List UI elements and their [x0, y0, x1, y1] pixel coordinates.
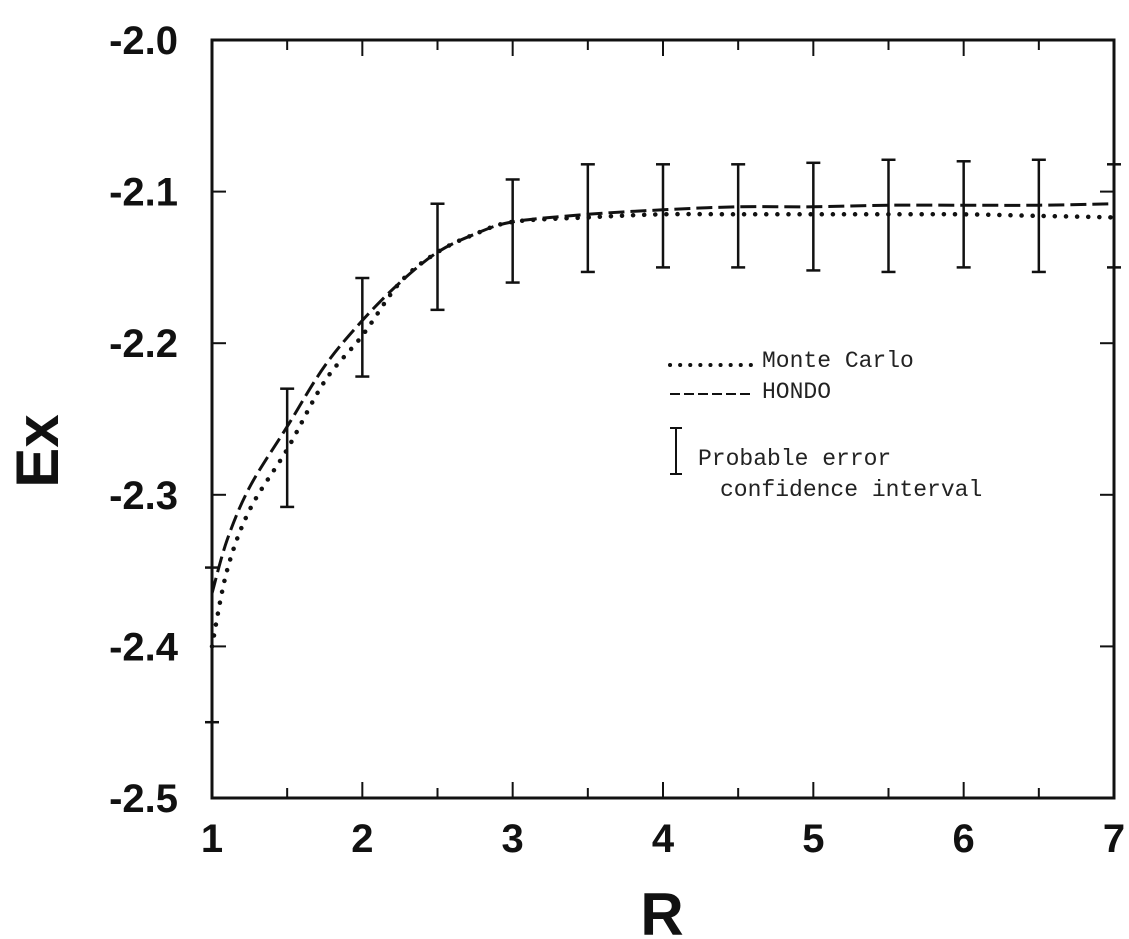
x-tick-label: 4	[652, 817, 675, 861]
y-tick-label: -2.0	[109, 19, 178, 63]
monte-carlo-line	[209, 211, 1117, 649]
x-tick-label: 7	[1103, 817, 1125, 861]
x-tick-label: 5	[802, 817, 824, 861]
error-bar	[1107, 163, 1121, 269]
error-bars	[205, 158, 1121, 724]
series-lines	[209, 202, 1117, 649]
error-bar	[806, 161, 821, 272]
x-tick-label: 2	[351, 817, 373, 861]
legend-error-label-line1: Probable error	[698, 446, 891, 472]
x-tick-label: 6	[953, 817, 975, 861]
error-bar	[956, 160, 971, 269]
x-tick-label: 3	[502, 817, 524, 861]
plot-frame	[210, 38, 1116, 800]
legend: Monte Carlo HONDO Probable error confide…	[668, 348, 982, 503]
error-bar	[280, 387, 295, 509]
x-tick-label: 1	[201, 817, 223, 861]
y-tick-label: -2.1	[109, 171, 178, 215]
error-bar	[1031, 158, 1046, 274]
y-tick-label: -2.4	[109, 625, 179, 669]
hondo-line	[210, 202, 1115, 594]
tick-labels: 1 2 3 4 5 6 7 -2.0 -2.1 -2.2 -2.3 -2.4 -2.5	[109, 19, 1125, 861]
y-tick-label: -2.5	[109, 777, 178, 821]
error-bar	[731, 163, 746, 269]
axes	[210, 38, 1116, 800]
y-tick-label: -2.3	[109, 474, 178, 518]
y-tick-label: -2.2	[109, 322, 178, 366]
x-axis-label: R	[640, 881, 683, 939]
error-bar	[430, 202, 445, 312]
legend-error-label-line2: confidence interval	[720, 477, 982, 503]
error-bar	[505, 178, 520, 284]
legend-hondo-label: HONDO	[762, 379, 831, 405]
error-bar	[355, 276, 370, 378]
legend-error-bar-icon	[670, 427, 682, 475]
legend-monte-carlo-label: Monte Carlo	[762, 348, 914, 374]
y-axis-label: Ex	[4, 414, 71, 487]
error-bar	[656, 163, 670, 269]
